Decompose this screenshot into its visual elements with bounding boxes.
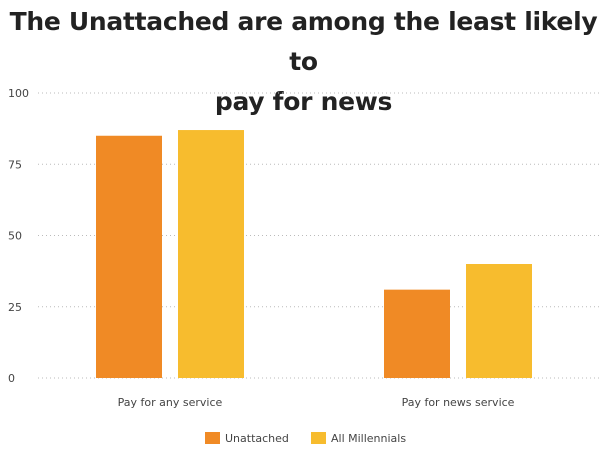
chart-title: The Unattached are among the least likel… [0,2,607,122]
y-axis-ticks: 0 25 50 75 100 [8,87,29,385]
x-category-label: Pay for any service [118,396,223,409]
legend-label: Unattached [225,432,289,445]
y-tick-label: 25 [8,301,22,314]
bar-all-millennials-0 [178,130,244,378]
y-tick-label: 0 [8,372,15,385]
bar-unattached-1 [384,289,450,378]
y-tick-label: 75 [8,158,22,171]
legend-swatch [205,432,220,444]
legend-label: All Millennials [331,432,406,445]
chart-title-line-2: pay for news [214,87,393,116]
legend: Unattached All Millennials [205,432,406,445]
x-category-label: Pay for news service [402,396,515,409]
bars [96,130,532,378]
legend-swatch [311,432,326,444]
x-axis-labels: Pay for any service Pay for news service [118,396,515,409]
y-tick-label: 100 [8,87,29,100]
y-tick-label: 50 [8,230,22,243]
bar-unattached-0 [96,135,162,378]
bar-all-millennials-1 [466,264,532,378]
chart-title-line-1: The Unattached are among the least likel… [9,7,598,76]
